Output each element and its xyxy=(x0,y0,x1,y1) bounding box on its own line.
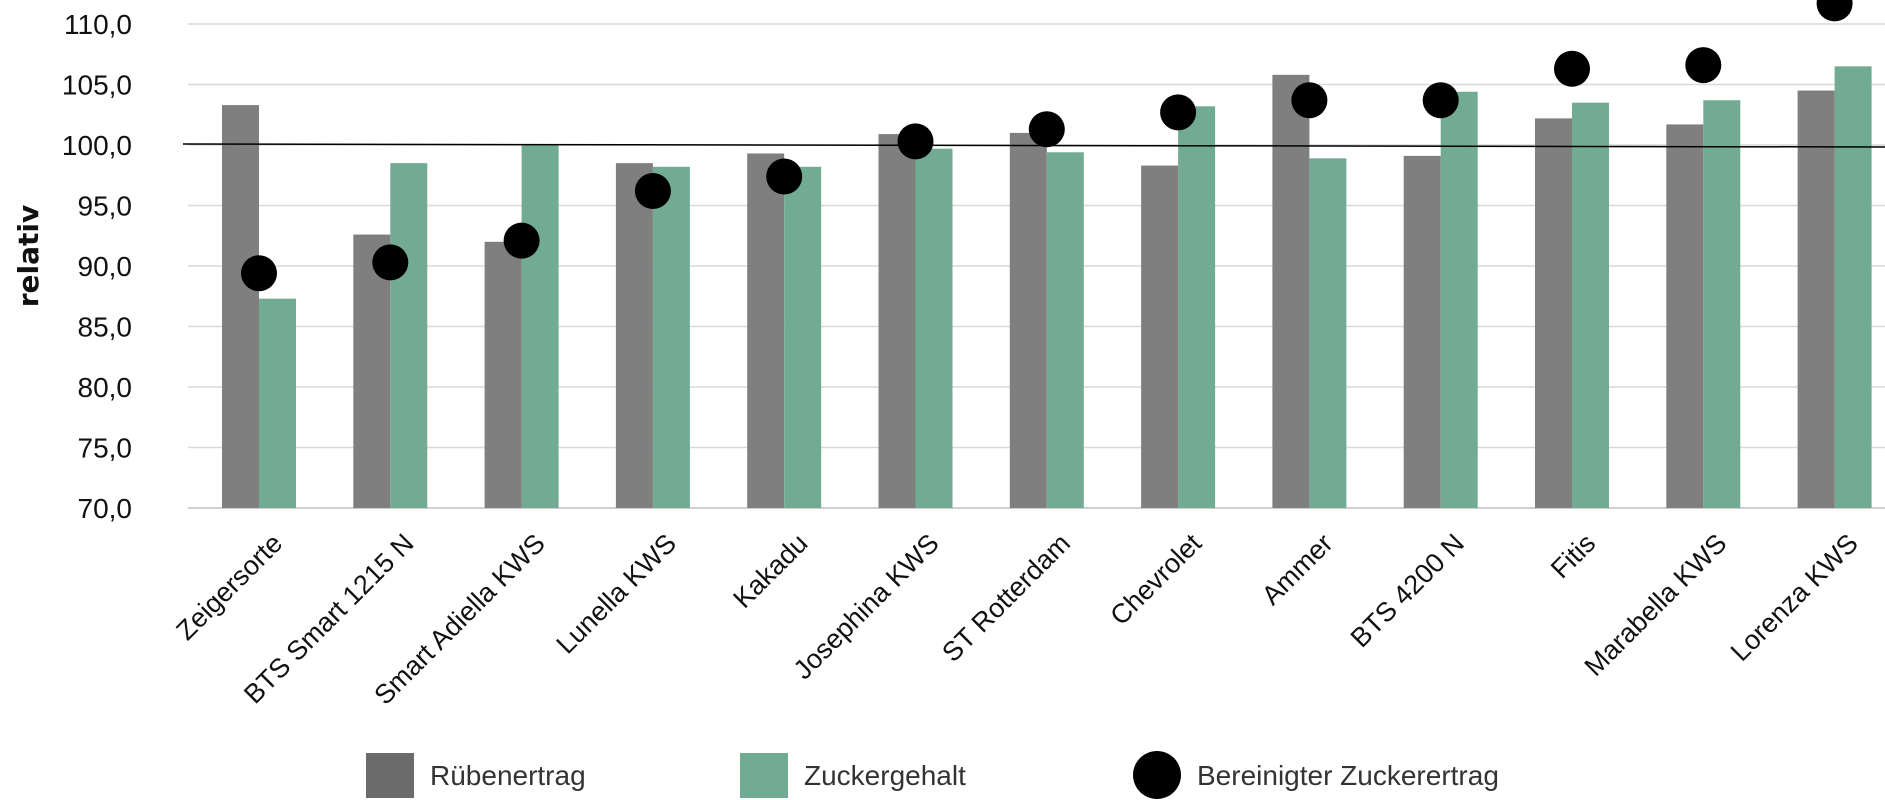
point-bereinigter-zuckerertrag xyxy=(1685,47,1722,84)
point-bereinigter-zuckerertrag xyxy=(241,255,277,292)
bar-zuckergehalt xyxy=(1703,100,1741,508)
y-tick-label: 105,0 xyxy=(62,70,132,101)
legend-marker-bereinigter-zuckerertrag xyxy=(1133,751,1181,799)
y-axis-title: relativ xyxy=(12,205,45,308)
x-category-label: BTS 4200 N xyxy=(1345,528,1470,653)
legend-label: Zuckergehalt xyxy=(804,760,966,791)
x-category-label: Josephina KWS xyxy=(788,528,945,685)
y-tick-label: 75,0 xyxy=(78,433,133,464)
point-bereinigter-zuckerertrag xyxy=(634,172,671,209)
point-bereinigter-zuckerertrag xyxy=(1028,111,1065,148)
bar-zuckergehalt xyxy=(390,163,428,508)
reference-line xyxy=(182,143,1885,148)
bar-ruebenertrag xyxy=(1272,74,1310,508)
x-category-label: Lorenza KWS xyxy=(1725,528,1864,667)
bar-zuckergehalt xyxy=(521,145,559,508)
bar-ruebenertrag xyxy=(1797,90,1835,509)
y-axis-ticks: 70,0 75,0 80,0 85,0 90,0 95,0 100,0 105,0 110,0 xyxy=(62,9,132,524)
legend-label: Bereinigter Zuckerertrag xyxy=(1197,760,1499,791)
point-bereinigter-zuckerertrag xyxy=(1291,82,1328,119)
bar-zuckergehalt xyxy=(1834,66,1872,508)
x-category-label: Fitis xyxy=(1545,528,1601,584)
bar-zuckergehalt xyxy=(915,148,953,508)
bar-zuckergehalt xyxy=(1046,152,1084,508)
x-category-label: Lunella KWS xyxy=(551,528,683,660)
y-tick-label: 95,0 xyxy=(78,191,133,222)
x-category-label: ST Rotterdam xyxy=(936,528,1076,668)
bar-ruebenertrag xyxy=(222,105,259,508)
bar-ruebenertrag xyxy=(1403,155,1441,508)
point-bereinigter-zuckerertrag xyxy=(372,244,409,281)
bar-zuckergehalt xyxy=(652,166,690,508)
reference-line-group xyxy=(182,143,1885,148)
x-category-label: Marabella KWS xyxy=(1579,528,1733,682)
y-tick-label: 110,0 xyxy=(64,9,132,40)
bar-zuckergehalt xyxy=(259,298,296,508)
bar-ruebenertrag xyxy=(353,234,391,509)
bar-zuckergehalt xyxy=(784,166,822,508)
points xyxy=(241,0,1853,292)
point-bereinigter-zuckerertrag xyxy=(897,123,934,160)
legend: Rübenertrag Zuckergehalt Bereinigter Zucke… xyxy=(366,751,1499,799)
legend-label: Rübenertrag xyxy=(430,760,586,791)
legend-swatch-ruebenertrag xyxy=(366,753,414,798)
bar-ruebenertrag xyxy=(1535,118,1572,508)
bar-ruebenertrag xyxy=(878,134,916,509)
bar-ruebenertrag xyxy=(615,163,653,508)
legend-swatch-zuckergehalt xyxy=(740,753,788,798)
bar-ruebenertrag xyxy=(1666,124,1704,509)
point-bereinigter-zuckerertrag xyxy=(766,158,803,195)
bar-zuckergehalt xyxy=(1178,106,1216,508)
y-tick-label: 100,0 xyxy=(62,130,132,161)
y-tick-label: 80,0 xyxy=(78,372,133,403)
point-bereinigter-zuckerertrag xyxy=(1816,0,1853,22)
x-category-label: Chevrolet xyxy=(1104,528,1207,631)
x-category-label: Zeigersorte xyxy=(170,528,288,646)
x-category-label: Ammer xyxy=(1256,528,1339,611)
point-bereinigter-zuckerertrag xyxy=(1160,94,1197,131)
bar-ruebenertrag xyxy=(484,241,522,509)
bar-zuckergehalt xyxy=(1309,158,1347,508)
bar-zuckergehalt xyxy=(1572,102,1609,509)
point-bereinigter-zuckerertrag xyxy=(1422,82,1459,119)
bar-ruebenertrag xyxy=(747,153,785,508)
x-category-label: Kakadu xyxy=(727,528,813,614)
y-tick-label: 90,0 xyxy=(78,251,133,282)
y-tick-label: 85,0 xyxy=(78,312,133,343)
point-bereinigter-zuckerertrag xyxy=(503,222,540,259)
bar-ruebenertrag xyxy=(1009,132,1047,508)
bars xyxy=(222,66,1872,509)
point-bereinigter-zuckerertrag xyxy=(1554,50,1590,87)
bar-ruebenertrag xyxy=(1141,165,1179,508)
bar-zuckergehalt xyxy=(1440,91,1478,508)
y-tick-label: 70,0 xyxy=(78,493,133,524)
